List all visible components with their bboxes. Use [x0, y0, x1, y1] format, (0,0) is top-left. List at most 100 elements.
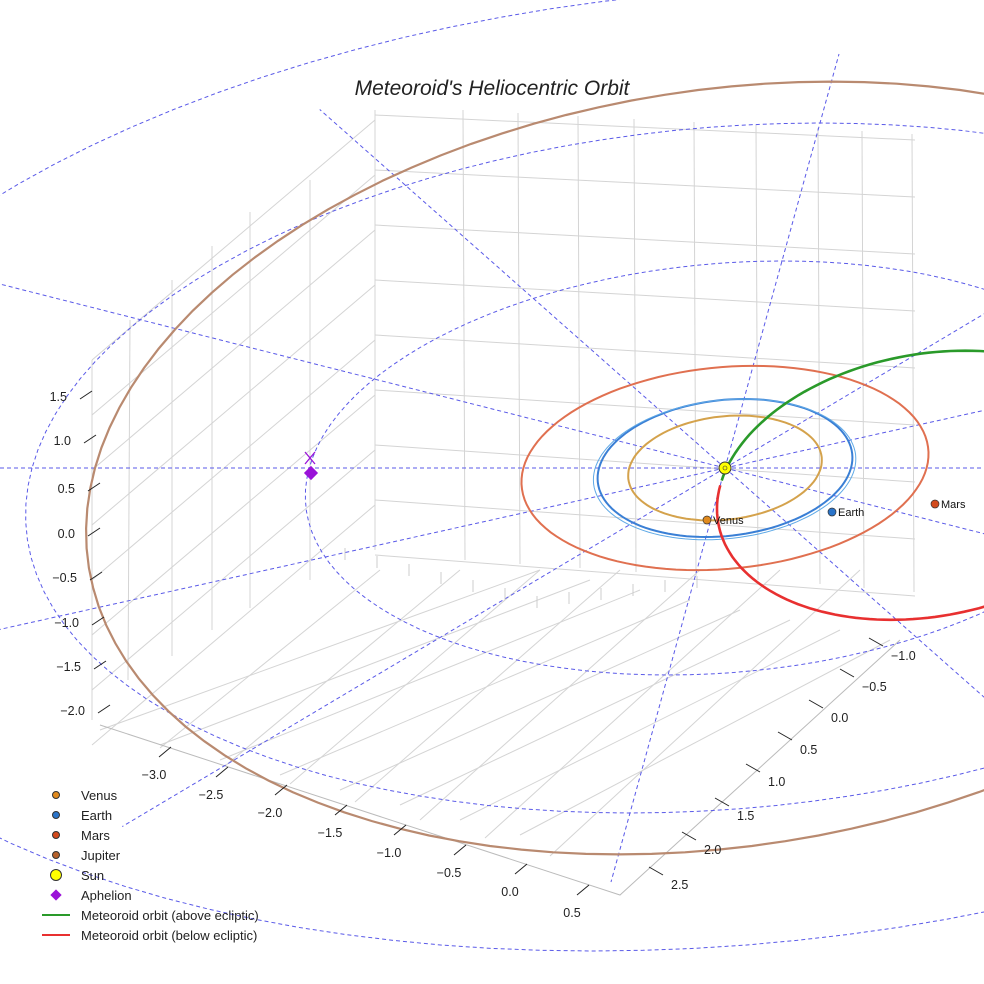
legend-item: Jupiter: [38, 845, 259, 865]
grid-line: [484, 569, 781, 839]
legend-symbol: [38, 785, 74, 805]
y-tick-label: 0.5: [800, 743, 817, 757]
legend-item: Sun: [38, 865, 259, 885]
grid-line: [374, 554, 916, 597]
x-tick-label: −0.5: [437, 866, 462, 880]
grid-line: [549, 569, 861, 857]
grid-line: [861, 130, 865, 589]
reference-spoke: [0, 467, 726, 630]
legend-item: Meteoroid orbit (above ecliptic): [38, 905, 259, 925]
legend-dot: [52, 811, 60, 819]
legend-item: Mars: [38, 825, 259, 845]
marker-layer: Venus Earth Mars: [303, 451, 966, 527]
planet-marker-mars: [930, 499, 940, 509]
series-meteoroid-below: [715, 484, 984, 622]
y-tick-mark: [808, 699, 824, 709]
z-tick-label: 0.0: [58, 527, 75, 541]
grid-line: [91, 504, 376, 746]
y-tick-mark: [681, 831, 697, 841]
grid-line: [219, 589, 641, 761]
grid-line: [91, 394, 376, 636]
grid-line: [354, 569, 621, 803]
z-tick-label: 0.5: [58, 482, 75, 496]
grid-line: [159, 569, 381, 749]
orbit-earth-inner: [592, 398, 857, 541]
legend-label: Meteoroid orbit (below ecliptic): [81, 927, 258, 943]
grid-line: [374, 334, 916, 369]
z-tick-mark: [87, 527, 101, 537]
z-tick-label: −0.5: [52, 571, 77, 585]
x-tick-mark: [514, 863, 528, 875]
y-tick-label: 0.0: [831, 711, 848, 725]
orbit-venus: [627, 414, 823, 522]
z-tick-label: 1.5: [50, 390, 67, 404]
legend-symbol: [38, 805, 74, 825]
z-tick-mark: [79, 390, 93, 400]
legend-sun-dot: [50, 869, 62, 881]
planet-marker-venus: [702, 515, 712, 525]
z-tick-mark: [89, 571, 103, 581]
z-tick-mark: [93, 660, 107, 670]
grid-line: [91, 229, 376, 471]
grid-line: [633, 118, 637, 573]
orbit-mars: [520, 364, 930, 572]
z-tick-label: −1.0: [54, 616, 79, 630]
reference-spoke: [724, 467, 984, 698]
y-tick-mark: [648, 866, 664, 876]
legend-symbol: [38, 865, 74, 885]
reference-circle: [0, 0, 984, 952]
y-tick-mark: [777, 731, 793, 741]
legend-symbol: [38, 925, 74, 945]
planet-label-earth: Earth: [838, 507, 864, 519]
y-tick-mark: [839, 668, 855, 678]
y-tick-mark: [714, 797, 730, 807]
z-tick-mark: [91, 616, 105, 626]
reference-spoke: [724, 313, 984, 469]
legend-item: Venus: [38, 785, 259, 805]
z-tick-label: −2.0: [60, 704, 85, 718]
legend-symbol: [38, 885, 74, 905]
x-tick-label: −3.0: [142, 768, 167, 782]
reference-circle: [25, 122, 984, 814]
legend-diamond: [50, 889, 62, 901]
x-tick-label: 0.5: [563, 906, 580, 920]
grid-line: [817, 127, 821, 585]
y-tick-label: 1.5: [737, 809, 754, 823]
aphelion-cross: [304, 451, 316, 465]
grid-line: [459, 629, 841, 821]
x-tick-mark: [334, 804, 348, 816]
grid-line: [374, 114, 916, 141]
y-tick-label: 2.5: [671, 878, 688, 892]
y-tick-label: 2.0: [704, 843, 721, 857]
legend-item: Meteoroid orbit (below ecliptic): [38, 925, 259, 945]
y-tick-mark: [868, 637, 884, 647]
grid-line: [419, 569, 701, 821]
x-tick-label: 0.0: [501, 885, 518, 899]
orbit-jupiter: [84, 80, 984, 856]
y-tick-label: 1.0: [768, 775, 785, 789]
grid-line: [279, 599, 691, 776]
legend-label: Mars: [81, 827, 110, 843]
planet-label-venus: Venus: [713, 515, 744, 527]
z-tick-mark: [83, 434, 97, 444]
x-tick-mark: [158, 746, 172, 758]
z-tick-mark: [87, 482, 101, 492]
x-tick-mark: [215, 766, 229, 778]
y-tick-label: −0.5: [862, 680, 887, 694]
series-meteoroid-above: [720, 349, 984, 482]
reference-spoke: [122, 467, 726, 827]
x-tick-label: −2.5: [199, 788, 224, 802]
legend-dot: [52, 791, 60, 799]
legend-symbol: [38, 825, 74, 845]
legend-label: Venus: [81, 787, 118, 803]
grid-line: [399, 619, 791, 806]
x-tick-mark: [453, 844, 467, 856]
legend-symbol: [38, 905, 74, 925]
grid-line: [517, 112, 521, 565]
legend-item: Aphelion: [38, 885, 259, 905]
sun-marker: [718, 461, 732, 475]
chart-title: Meteoroid's Heliocentric Orbit: [355, 77, 631, 100]
x-tick-label: −1.0: [377, 846, 402, 860]
reference-spoke: [319, 109, 726, 469]
